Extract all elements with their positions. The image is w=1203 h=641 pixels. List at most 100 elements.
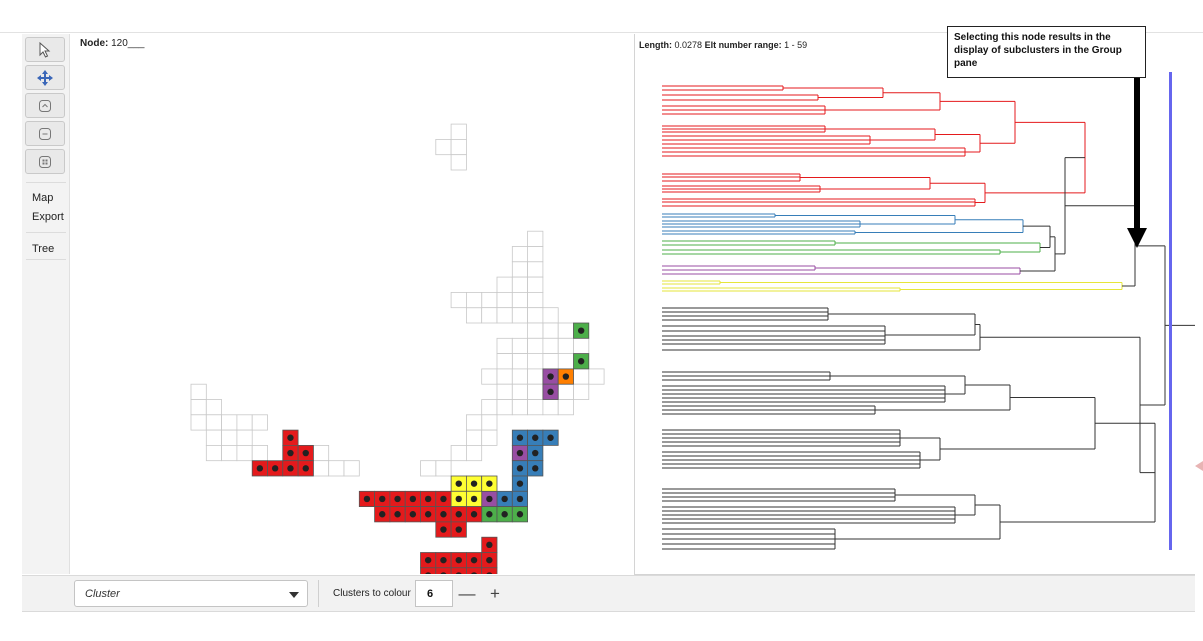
map-cell-empty[interactable] bbox=[450, 444, 467, 462]
map-cell-empty[interactable] bbox=[236, 429, 253, 446]
map-cell-empty[interactable] bbox=[527, 322, 544, 339]
map-pane[interactable] bbox=[71, 34, 634, 615]
map-cell-empty[interactable] bbox=[496, 383, 513, 400]
map-cell-empty[interactable] bbox=[251, 414, 268, 431]
map-cell-empty[interactable] bbox=[465, 414, 483, 431]
map-cell-empty[interactable] bbox=[450, 154, 467, 171]
map-cell-empty[interactable] bbox=[557, 399, 574, 416]
map-cell-empty[interactable] bbox=[236, 444, 253, 462]
map-cell-empty[interactable] bbox=[221, 414, 238, 431]
map-cell-empty[interactable] bbox=[465, 307, 483, 324]
map-cell-empty[interactable] bbox=[190, 414, 207, 431]
map-cell-empty[interactable] bbox=[496, 353, 513, 370]
menu-item-map[interactable]: Map bbox=[32, 192, 54, 204]
menu-item-export[interactable]: Export bbox=[32, 211, 64, 223]
map-cell-empty[interactable] bbox=[496, 368, 513, 385]
map-cell-empty[interactable] bbox=[527, 337, 544, 354]
map-cell-empty[interactable] bbox=[496, 337, 513, 354]
map-cell-empty[interactable] bbox=[573, 368, 590, 385]
map-cell-empty[interactable] bbox=[328, 460, 345, 477]
map-cell-empty[interactable] bbox=[527, 399, 544, 416]
map-cell-empty[interactable] bbox=[221, 444, 238, 462]
map-cell-empty[interactable] bbox=[557, 322, 574, 339]
increment-button[interactable]: + bbox=[490, 583, 500, 603]
colour-mode-dropdown[interactable]: Cluster bbox=[74, 580, 308, 607]
map-cell-empty[interactable] bbox=[527, 246, 544, 263]
map-cell-empty[interactable] bbox=[588, 368, 605, 385]
map-cell-empty[interactable] bbox=[205, 444, 223, 462]
map-cell-empty[interactable] bbox=[557, 383, 574, 400]
map-cell-empty[interactable] bbox=[496, 276, 513, 293]
map-cell-empty[interactable] bbox=[511, 246, 528, 263]
tree-pane[interactable] bbox=[635, 34, 1203, 574]
map-cell-empty[interactable] bbox=[496, 399, 513, 416]
map-cell-empty[interactable] bbox=[511, 307, 528, 324]
map-cell-empty[interactable] bbox=[511, 383, 528, 400]
pan-tool-button[interactable] bbox=[25, 65, 65, 90]
map-cell-empty[interactable] bbox=[527, 307, 544, 324]
map-cell-empty[interactable] bbox=[481, 291, 498, 309]
map-cell-empty[interactable] bbox=[450, 291, 467, 309]
zoom-out-button[interactable] bbox=[25, 121, 65, 146]
map-cell-empty[interactable] bbox=[450, 139, 467, 156]
map-cell-empty[interactable] bbox=[527, 291, 544, 309]
map-cell-empty[interactable] bbox=[511, 399, 528, 416]
fit-view-button[interactable] bbox=[25, 149, 65, 174]
map-cell-empty[interactable] bbox=[511, 353, 528, 370]
map-cell-empty[interactable] bbox=[465, 444, 483, 462]
map-cell-empty[interactable] bbox=[465, 429, 483, 446]
map-cell-empty[interactable] bbox=[527, 230, 544, 247]
map-cell-empty[interactable] bbox=[450, 123, 467, 140]
map-cell-empty[interactable] bbox=[511, 368, 528, 385]
self-organizing-map-grid[interactable] bbox=[71, 34, 634, 615]
map-cell-empty[interactable] bbox=[221, 429, 238, 446]
map-cell-empty[interactable] bbox=[511, 337, 528, 354]
map-cell-empty[interactable] bbox=[435, 460, 452, 477]
map-cell-empty[interactable] bbox=[573, 337, 590, 354]
map-cell-empty[interactable] bbox=[312, 444, 330, 462]
map-cell-empty[interactable] bbox=[420, 460, 437, 477]
map-cell-empty[interactable] bbox=[511, 291, 528, 309]
map-cell-empty[interactable] bbox=[542, 399, 559, 416]
selection-scale-bar[interactable] bbox=[1169, 72, 1172, 550]
map-cell-empty[interactable] bbox=[190, 399, 207, 416]
map-cell-empty[interactable] bbox=[205, 429, 223, 446]
clusters-count-input[interactable]: 6 bbox=[415, 580, 453, 607]
map-cell-empty[interactable] bbox=[205, 399, 223, 416]
map-cell-empty[interactable] bbox=[527, 276, 544, 293]
map-cell-empty[interactable] bbox=[557, 337, 574, 354]
menu-item-tree[interactable]: Tree bbox=[32, 243, 55, 255]
map-cell-dot bbox=[470, 556, 478, 564]
dendrogram[interactable] bbox=[635, 34, 1203, 574]
decrement-button[interactable]: — bbox=[458, 583, 476, 603]
map-cell-empty[interactable] bbox=[481, 307, 498, 324]
map-cell-empty[interactable] bbox=[573, 383, 590, 400]
map-cell-empty[interactable] bbox=[465, 291, 483, 309]
map-cell-empty[interactable] bbox=[312, 460, 330, 477]
map-cell-empty[interactable] bbox=[481, 368, 498, 385]
map-cell-empty[interactable] bbox=[496, 291, 513, 309]
map-cell-empty[interactable] bbox=[527, 383, 544, 400]
map-cell-empty[interactable] bbox=[205, 414, 223, 431]
map-cell-empty[interactable] bbox=[511, 276, 528, 293]
map-cell-empty[interactable] bbox=[481, 399, 498, 416]
map-cell-empty[interactable] bbox=[527, 368, 544, 385]
map-cell-empty[interactable] bbox=[542, 307, 559, 324]
tree-cursor-marker[interactable] bbox=[1195, 461, 1203, 471]
map-cell-empty[interactable] bbox=[511, 261, 528, 278]
map-cell-empty[interactable] bbox=[542, 337, 559, 354]
map-cell-empty[interactable] bbox=[527, 261, 544, 278]
map-cell-empty[interactable] bbox=[481, 429, 498, 446]
zoom-in-button[interactable] bbox=[25, 93, 65, 118]
map-cell-empty[interactable] bbox=[190, 383, 207, 400]
map-cell-empty[interactable] bbox=[496, 307, 513, 324]
map-cell-empty[interactable] bbox=[236, 414, 253, 431]
map-cell-empty[interactable] bbox=[481, 414, 498, 431]
map-cell-empty[interactable] bbox=[343, 460, 360, 477]
map-cell-empty[interactable] bbox=[542, 322, 559, 339]
map-cell-empty[interactable] bbox=[435, 139, 452, 156]
map-cell-empty[interactable] bbox=[542, 353, 559, 370]
pane-divider[interactable] bbox=[634, 34, 635, 575]
map-cell-empty[interactable] bbox=[251, 444, 268, 462]
select-tool-button[interactable] bbox=[25, 37, 65, 62]
